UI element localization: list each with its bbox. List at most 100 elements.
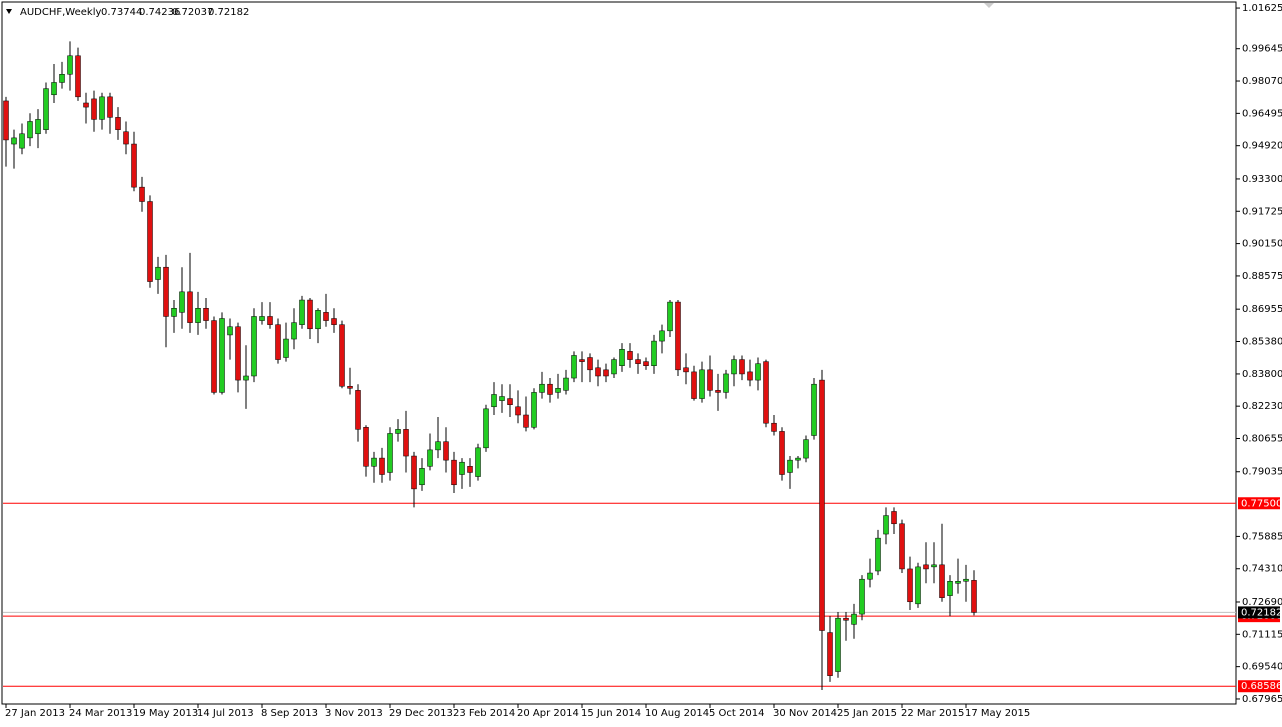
y-tick-label: 0.67965 — [1242, 694, 1282, 705]
candle-body — [171, 308, 177, 317]
candle-body — [803, 439, 809, 459]
x-tick-label: 24 Mar 2013 — [69, 708, 132, 719]
ohlc-close: 0.72182 — [208, 7, 249, 18]
x-tick-label: 30 Nov 2014 — [773, 708, 837, 719]
candle-body — [291, 322, 297, 340]
candle-body — [555, 388, 561, 393]
candle-body — [91, 98, 97, 120]
candle-body — [531, 392, 537, 428]
candle-body — [507, 398, 513, 405]
candle-body — [459, 461, 465, 475]
candle-body — [203, 308, 209, 321]
x-tick-label: 5 Oct 2014 — [709, 708, 764, 719]
candle-body — [227, 326, 233, 336]
candle-body — [859, 578, 865, 615]
candle-body — [243, 375, 249, 381]
x-tick-label: 10 Aug 2014 — [645, 708, 709, 719]
candle-body — [19, 133, 25, 149]
x-tick-label: 3 Nov 2013 — [325, 708, 383, 719]
ohlc-open: 0.73744 — [101, 7, 142, 18]
x-tick-label: 29 Dec 2013 — [389, 708, 453, 719]
candle-body — [659, 330, 665, 342]
candle-body — [515, 406, 521, 416]
x-tick-label: 14 Jul 2013 — [197, 708, 254, 719]
candle-body — [315, 310, 321, 330]
candle-body — [707, 369, 713, 391]
candle-body — [547, 383, 553, 395]
candle-body — [427, 449, 433, 467]
candle-body — [635, 359, 641, 364]
candle-body — [851, 613, 857, 625]
candle-body — [587, 357, 593, 371]
candle-body — [443, 441, 449, 461]
y-tick-label: 0.74310 — [1242, 564, 1282, 575]
candle-body — [3, 100, 9, 141]
candle-body — [163, 266, 169, 317]
candle-body — [67, 55, 73, 75]
candle-body — [619, 349, 625, 366]
candle-body — [347, 386, 353, 389]
candle-body — [795, 457, 801, 461]
menu-icon[interactable] — [6, 9, 12, 14]
candle-body — [747, 371, 753, 381]
y-tick-label: 0.75885 — [1242, 531, 1282, 542]
candle-body — [387, 433, 393, 473]
candle-body — [755, 363, 761, 381]
candle-body — [539, 383, 545, 393]
candle-body — [283, 338, 289, 358]
x-tick-label: 22 Mar 2015 — [901, 708, 964, 719]
candle-body — [499, 396, 505, 401]
candle-body — [579, 359, 585, 362]
candle-body — [187, 291, 193, 323]
candle-body — [139, 186, 145, 202]
y-tick-label: 0.86955 — [1242, 304, 1282, 315]
candle-body — [331, 318, 337, 325]
candle-body — [819, 379, 825, 631]
symbol-title: AUDCHF,Weekly — [20, 7, 101, 18]
candle-body — [259, 316, 265, 321]
level-label: 0.68586 — [1241, 681, 1282, 692]
candle-body — [99, 96, 105, 120]
plot-frame — [1, 1, 1237, 705]
y-tick-label: 0.83800 — [1242, 369, 1282, 380]
candle-body — [611, 359, 617, 375]
y-tick-label: 0.99645 — [1242, 44, 1282, 55]
candle-body — [403, 429, 409, 457]
candle-body — [603, 369, 609, 377]
candle-body — [299, 299, 305, 325]
level-label-box — [1238, 497, 1280, 510]
candle-body — [787, 459, 793, 473]
candle-body — [835, 617, 841, 672]
candle-body — [219, 318, 225, 393]
candle-body — [651, 340, 657, 366]
candle-body — [827, 632, 833, 676]
candle-body — [915, 566, 921, 605]
x-tick-label: 27 Jan 2013 — [5, 708, 65, 719]
candle-body — [683, 367, 689, 373]
candle-body — [179, 291, 185, 313]
shift-marker — [984, 3, 994, 8]
candle-body — [739, 359, 745, 375]
candle-body — [43, 88, 49, 130]
y-tick-label: 0.80655 — [1242, 433, 1282, 444]
candle-body — [379, 457, 385, 475]
x-tick-label: 23 Feb 2014 — [453, 708, 515, 719]
level-label: 0.77500 — [1241, 498, 1282, 509]
candle-body — [843, 617, 849, 621]
candle-body — [131, 143, 137, 188]
candle-body — [571, 355, 577, 379]
candle-body — [731, 359, 737, 375]
candle-body — [115, 117, 121, 130]
candle-body — [235, 326, 241, 381]
candle-body — [275, 324, 281, 360]
candle-body — [147, 201, 153, 282]
y-tick-label: 0.88575 — [1242, 271, 1282, 282]
candle-body — [563, 377, 569, 391]
candle-body — [267, 316, 273, 325]
x-tick-label: 20 Apr 2014 — [517, 708, 579, 719]
y-tick-label: 0.93300 — [1242, 174, 1282, 185]
candle-body — [811, 383, 817, 436]
candle-body — [467, 466, 473, 473]
ohlc-low: 0.72037 — [172, 7, 213, 18]
